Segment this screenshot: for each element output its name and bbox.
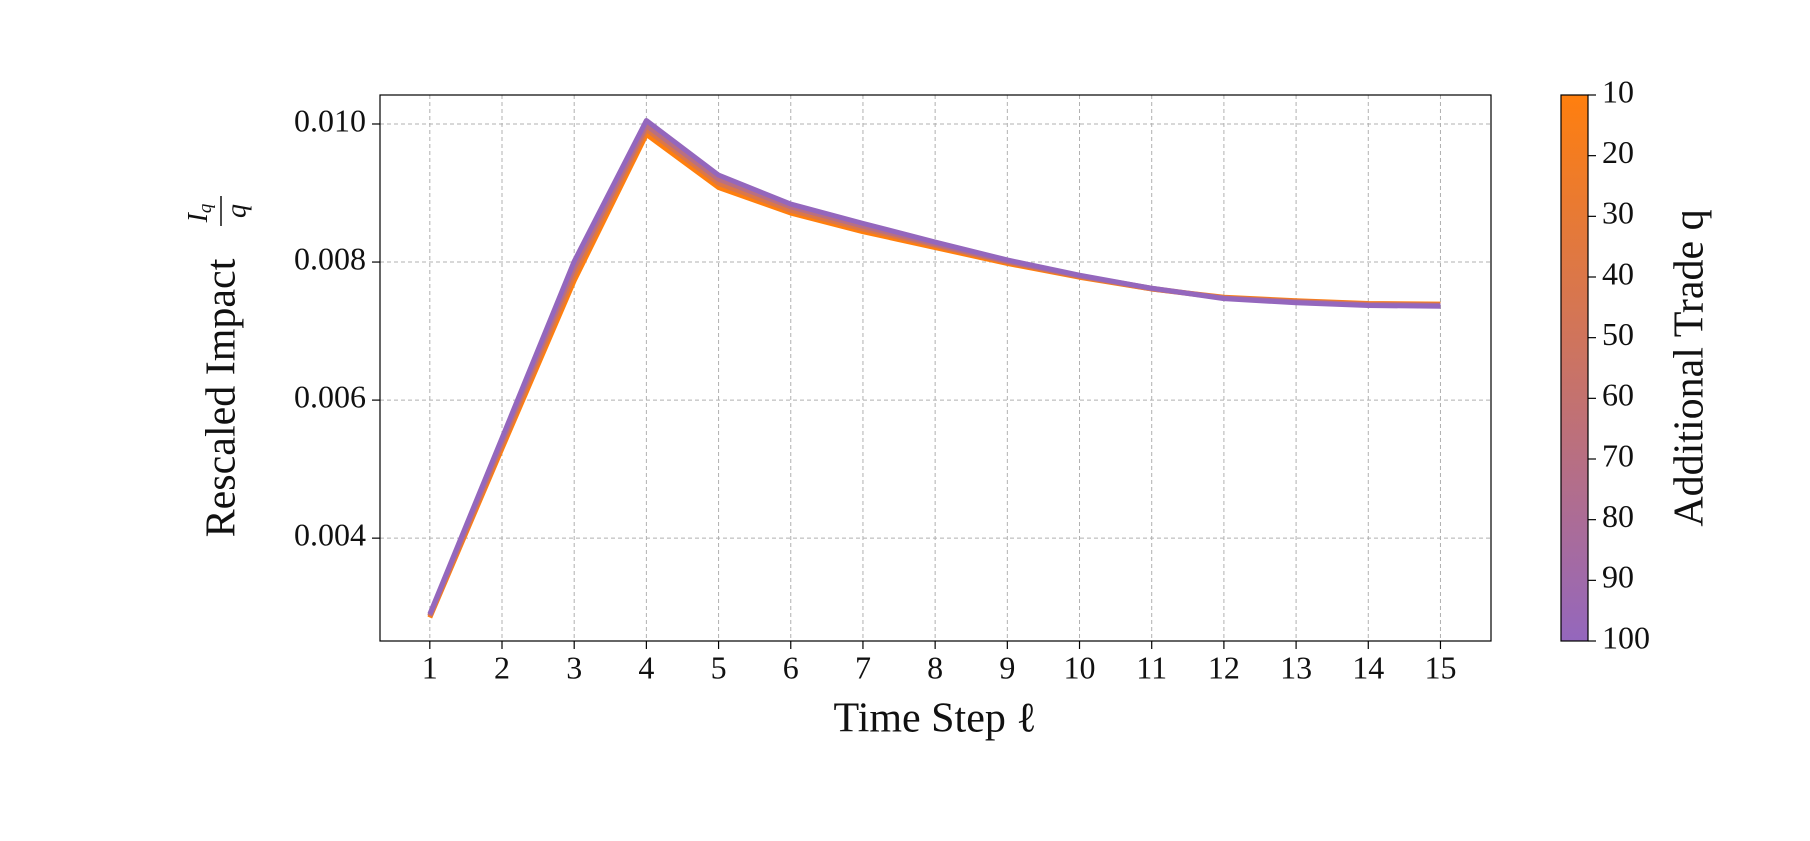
x-tick-label: 9 (999, 649, 1015, 685)
x-tick-label: 13 (1280, 649, 1312, 685)
colorbar-tick-label: 20 (1602, 134, 1634, 170)
x-tick-label: 2 (494, 649, 510, 685)
y-axis-label-numerator: Iq (183, 203, 216, 223)
colorbar-tick-label: 70 (1602, 437, 1634, 473)
y-axis-label-denominator: q (221, 204, 252, 218)
colorbar-tick-label: 50 (1602, 316, 1634, 352)
colorbar-tick-label: 80 (1602, 498, 1634, 534)
x-tick-label: 1 (422, 649, 438, 685)
subscript: q (195, 203, 216, 213)
numerator: I (183, 211, 214, 223)
colorbar-label: Additional Trade q (1667, 209, 1713, 526)
colorbar-tick-label: 40 (1602, 255, 1634, 291)
y-tick-label: 0.006 (294, 378, 366, 414)
colorbar-tick-label: 10 (1602, 73, 1634, 109)
colorbar-tick-label: 100 (1602, 619, 1650, 655)
y-tick-label: 0.010 (294, 102, 366, 138)
x-tick-label: 3 (566, 649, 582, 685)
y-axis-label: Rescaled Impact (199, 258, 245, 537)
x-tick-label: 12 (1208, 649, 1240, 685)
x-tick-label: 8 (927, 649, 943, 685)
x-tick-label: 6 (783, 649, 799, 685)
y-tick-label: 0.008 (294, 240, 366, 276)
x-tick-label: 4 (638, 649, 654, 685)
colorbar (1560, 94, 1589, 642)
colorbar-tick-label: 60 (1602, 377, 1634, 413)
x-tick-label: 5 (711, 649, 727, 685)
x-tick-label: 14 (1352, 649, 1384, 685)
colorbar-tick-label: 30 (1602, 195, 1634, 231)
colorbar-tick-label: 90 (1602, 559, 1634, 595)
x-tick-label: 7 (855, 649, 871, 685)
x-tick-label: 11 (1136, 649, 1167, 685)
data-line (427, 118, 1441, 616)
y-tick-label: 0.004 (294, 516, 366, 552)
x-tick-label: 15 (1424, 649, 1456, 685)
x-axis-label: Time Step ℓ (834, 696, 1037, 742)
y-axis-label-group: Rescaled Impact Iq q (183, 196, 252, 537)
x-tick-label: 10 (1064, 649, 1096, 685)
plot-frame (379, 94, 1492, 642)
